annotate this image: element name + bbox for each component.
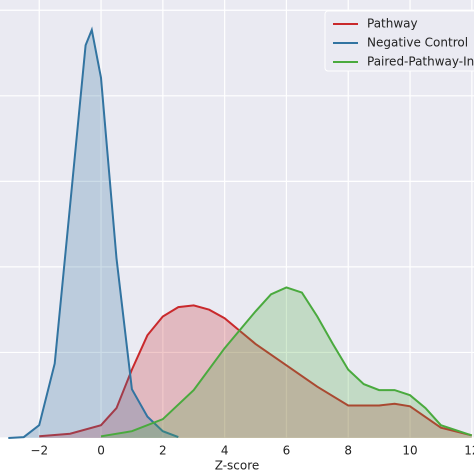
plot-background [0,0,474,438]
x-tick-label: 8 [344,444,352,458]
legend-box [324,10,474,72]
x-tick-label: 12 [464,444,474,458]
x-tick-label: 2 [159,444,167,458]
x-tick-label: 0 [97,444,105,458]
x-axis-label: Z-score [215,459,260,473]
density-line [100,286,473,438]
x-tick-label: 4 [221,444,229,458]
legend-label: Paired-Pathway-Int [367,55,474,69]
density-line [39,304,473,438]
density-area [101,287,472,438]
density-line [8,26,179,439]
density-area [8,29,179,439]
legend: Pathway Negative Control Paired-Pathway-In… [324,10,474,72]
legend-label: Pathway [367,17,418,31]
x-tick-label: 6 [283,444,291,458]
x-tick-label: −2 [30,444,48,458]
x-tick-label: 10 [402,444,417,458]
density-area [39,305,472,438]
legend-label: Negative Control [367,36,468,50]
